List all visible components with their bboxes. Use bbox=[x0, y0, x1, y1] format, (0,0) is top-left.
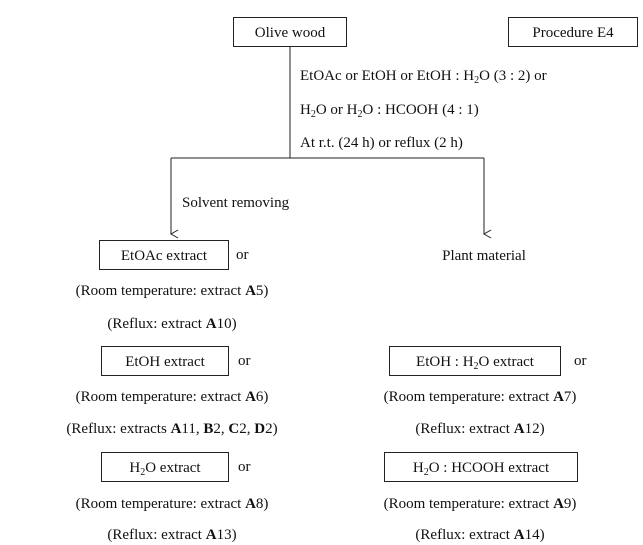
text-part: 14) bbox=[524, 527, 545, 543]
reflux-line: (Reflux: extract A13) bbox=[107, 526, 236, 544]
text-part: A bbox=[170, 421, 182, 437]
condition: H2O or H2O : HCOOH (4 : 1) bbox=[300, 101, 479, 120]
procedure-label: Procedure E4 bbox=[532, 25, 614, 41]
text-part: H bbox=[300, 102, 311, 118]
text-part: H bbox=[412, 460, 424, 476]
text-part: A bbox=[553, 389, 564, 405]
rt-line: (Room temperature: extract A8) bbox=[76, 495, 269, 513]
text-part: (Room temperature: extract bbox=[383, 389, 554, 405]
text-part: (Room temperature: extract bbox=[75, 283, 246, 299]
rt-line: (Room temperature: extract A9) bbox=[384, 495, 577, 513]
text-part: 2, bbox=[213, 421, 229, 437]
branch-label: Solvent removing bbox=[182, 195, 290, 211]
text-part: EtOAc extract bbox=[120, 248, 208, 264]
text-part: C bbox=[228, 421, 240, 437]
text-part: 2 bbox=[473, 361, 479, 372]
text-part: A bbox=[245, 496, 256, 512]
reflux-line: (Reflux: extract A12) bbox=[415, 420, 544, 438]
text-part: 11, bbox=[181, 421, 204, 437]
text-part: (Room temperature: extract bbox=[75, 496, 246, 512]
or-label: or bbox=[238, 459, 251, 475]
text-part: 8) bbox=[255, 496, 269, 512]
rt-line: (Room temperature: extract A6) bbox=[76, 388, 269, 406]
text-part: 5) bbox=[255, 283, 269, 299]
source-box: Olive wood bbox=[233, 17, 347, 47]
text-part: EtOAc or EtOH or EtOH : H bbox=[300, 68, 475, 84]
text-part: O extract bbox=[478, 354, 534, 370]
text-part: 2) bbox=[265, 421, 278, 437]
text-part: A bbox=[205, 527, 217, 543]
text-part: O or H bbox=[315, 102, 358, 118]
text-part: A bbox=[513, 421, 525, 437]
text-part: A bbox=[553, 496, 564, 512]
text-part: 2 bbox=[357, 109, 363, 120]
extract-box: H2O extract bbox=[101, 452, 229, 482]
condition: EtOAc or EtOH or EtOH : H2O (3 : 2) or bbox=[300, 67, 547, 86]
text-part: 2 bbox=[140, 467, 146, 478]
reflux-line: (Reflux: extracts A11, B2, C2, D2) bbox=[66, 420, 277, 438]
text-part: A bbox=[205, 316, 217, 332]
text-part: 10) bbox=[216, 316, 237, 332]
text-part: At r.t. (24 h) or reflux (2 h) bbox=[300, 135, 463, 151]
rt-line: (Room temperature: extract A5) bbox=[76, 282, 269, 300]
text-part: (Reflux: extract bbox=[107, 527, 206, 543]
rt-line: (Room temperature: extract A7) bbox=[384, 388, 577, 406]
text-part: (Room temperature: extract bbox=[75, 389, 246, 405]
extract-box: EtOH : H2O extract bbox=[389, 346, 561, 376]
text-part: (Reflux: extract bbox=[107, 316, 206, 332]
reflux-line: (Reflux: extract A10) bbox=[107, 315, 236, 333]
text-part: O (3 : 2) or bbox=[479, 68, 547, 84]
text-part: EtOH : H bbox=[416, 354, 474, 370]
text-part: 13) bbox=[216, 527, 237, 543]
text-part: H bbox=[129, 460, 141, 476]
condition: At r.t. (24 h) or reflux (2 h) bbox=[300, 134, 463, 152]
text-part: O : HCOOH (4 : 1) bbox=[362, 102, 479, 118]
extract-box: EtOH extract bbox=[101, 346, 229, 376]
text-part: O : HCOOH extract bbox=[428, 460, 550, 476]
text-part: A bbox=[513, 527, 525, 543]
text-part: A bbox=[245, 389, 256, 405]
extract-box: EtOAc extract bbox=[99, 240, 229, 270]
text-part: 12) bbox=[524, 421, 545, 437]
procedure-box: Procedure E4 bbox=[508, 17, 638, 47]
text-part: 2 bbox=[310, 109, 316, 120]
text-part: (Room temperature: extract bbox=[383, 496, 554, 512]
text-part: EtOH extract bbox=[125, 354, 205, 370]
text-part: 2 bbox=[423, 467, 429, 478]
source-label: Olive wood bbox=[254, 25, 326, 41]
text-part: 7) bbox=[563, 389, 577, 405]
or-label: or bbox=[574, 353, 587, 369]
text-part: B bbox=[203, 421, 214, 437]
branch-label: Plant material bbox=[442, 248, 526, 264]
text-part: 2 bbox=[474, 75, 480, 86]
text-part: D bbox=[254, 421, 266, 437]
extract-box: H2O : HCOOH extract bbox=[384, 452, 578, 482]
or-label: or bbox=[238, 353, 251, 369]
text-part: (Reflux: extract bbox=[415, 421, 514, 437]
text-part: (Reflux: extracts bbox=[66, 421, 171, 437]
reflux-line: (Reflux: extract A14) bbox=[415, 526, 544, 544]
text-part: (Reflux: extract bbox=[415, 527, 514, 543]
text-part: 6) bbox=[255, 389, 269, 405]
text-part: 2, bbox=[239, 421, 255, 437]
text-part: 9) bbox=[563, 496, 577, 512]
or-label: or bbox=[236, 247, 249, 263]
text-part: A bbox=[245, 283, 256, 299]
text-part: O extract bbox=[145, 460, 201, 476]
